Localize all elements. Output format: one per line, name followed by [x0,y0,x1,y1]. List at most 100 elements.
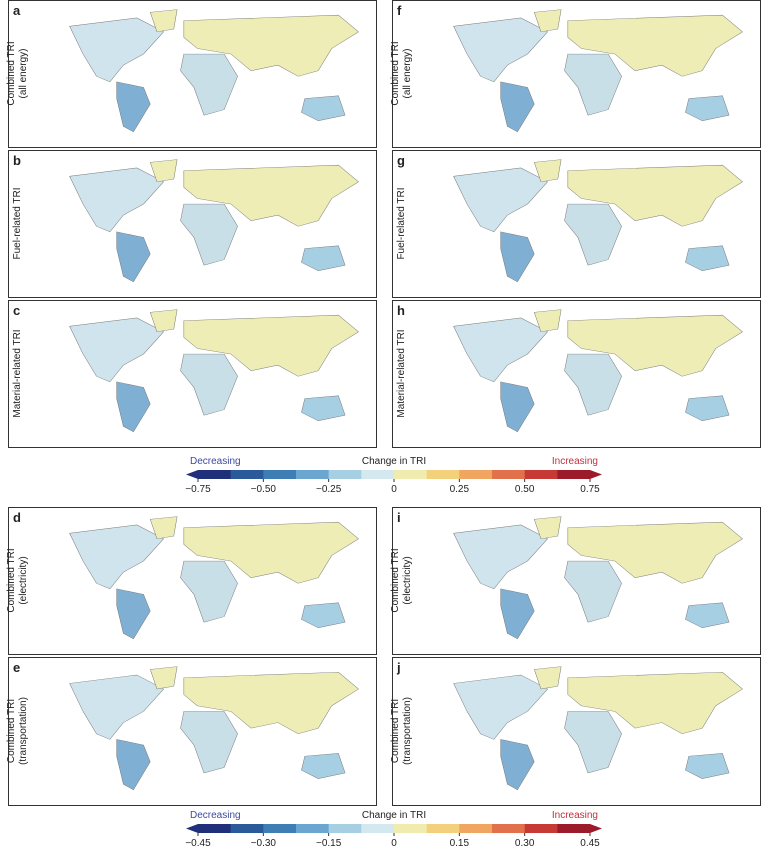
colorbar-segment [524,470,558,479]
panel-letter: a [13,3,21,18]
colorbar-segment [459,470,493,479]
panel-letter: b [13,153,21,168]
panel-frame [392,657,761,806]
colorbar-tick-label: −0.15 [316,838,342,848]
map-panel: g Fuel-related TRI [392,150,761,298]
panel-frame [392,300,761,448]
colorbar-tick-label: −0.25 [316,484,342,495]
map-shapes [69,516,359,640]
panel-frame [392,150,761,298]
colorbar-tick-label: 0.75 [580,484,600,495]
colorbar-segment [361,824,395,833]
colorbar-title: Change in TRI [362,456,426,467]
colorbar-tick-label: −0.45 [185,838,211,848]
colorbar-segment [492,824,525,833]
colorbar-tick-label: 0.25 [450,484,470,495]
panel-letter: d [13,510,21,525]
panel-y-label: Combined TRI [390,548,401,612]
colorbar-high-label: Increasing [552,456,598,467]
map-panel: h Material-related TRI [392,300,761,448]
map-panel: i Combined TRI (electricity) [390,507,761,655]
map-panel: j Combined TRI (transportation) [390,657,761,806]
colorbar-segment [557,824,591,833]
panel-y-label: (all energy) [402,48,413,98]
world-map [69,516,359,640]
world-map [69,9,359,133]
colorbar-tick-label: −0.75 [185,484,211,495]
colorbar-tick-label: 0.15 [450,838,470,848]
map-shapes [453,516,743,640]
panel-letter: i [397,510,401,525]
colorbar-segment [492,470,525,479]
colorbar-segment [198,824,231,833]
colorbar-low-label: Decreasing [190,456,241,467]
colorbar-segment [426,470,460,479]
colorbar-segment [198,470,231,479]
panel-y-label: Fuel-related TRI [396,187,407,259]
map-shapes [69,159,359,283]
colorbar-segment [328,824,362,833]
world-map [453,516,743,640]
panel-y-label: (electricity) [18,556,29,604]
world-map [69,666,359,791]
colorbar-tick-label: 0.30 [515,838,535,848]
panel-frame [8,150,377,298]
colorbar-segment [230,470,264,479]
map-panel: a Combined TRI (all energy) [6,0,377,148]
colorbar-low-label: Decreasing [190,810,241,821]
colorbar-segment [394,470,427,479]
colorbar-tick-label: 0.45 [580,838,600,848]
panel-frame [392,507,761,655]
map-shapes [453,666,743,791]
panel-letter: h [397,303,405,318]
colorbar-tick-label: 0 [391,838,397,848]
map-panel: c Material-related TRI [8,300,377,448]
map-shapes [453,159,743,283]
colorbar-segment [263,824,297,833]
map-shapes [453,309,743,433]
colorbar-extend-low [186,470,198,479]
colorbar-segment [426,824,460,833]
panel-y-label: (electricity) [402,556,413,604]
panel-frame [8,657,377,806]
panel-letter: e [13,660,20,675]
map-shapes [69,9,359,133]
map-panel: e Combined TRI (transportation) [6,657,377,806]
colorbar-segment [557,470,591,479]
colorbar-segment [296,470,329,479]
map-shapes [69,666,359,791]
map-panel: f Combined TRI (all energy) [390,0,761,148]
world-map [453,159,743,283]
panel-y-label: Combined TRI [6,41,17,105]
panel-y-label: Material-related TRI [12,329,23,417]
panel-y-label: Fuel-related TRI [12,187,23,259]
colorbar-tick-label: −0.30 [251,838,277,848]
map-shapes [69,309,359,433]
world-map [453,9,743,133]
panel-y-label: (transportation) [18,697,29,765]
colorbar-segment [524,824,558,833]
colorbar-title: Change in TRI [362,810,426,821]
panel-frame [8,300,377,448]
colorbar-segment [361,470,395,479]
colorbar-segment [459,824,493,833]
colorbar-segment [394,824,427,833]
colorbar-high-label: Increasing [552,810,598,821]
colorbar-tick-label: 0 [391,484,397,495]
panel-y-label: (all energy) [18,48,29,98]
panel-y-label: Combined TRI [390,699,401,763]
map-shapes [453,9,743,133]
colorbar-extend-high [590,824,602,833]
colorbar-tick-label: 0.50 [515,484,535,495]
panel-frame [392,0,761,148]
colorbar-segment [230,824,264,833]
colorbar-segment [328,470,362,479]
panel-y-label: (transportation) [402,697,413,765]
panel-letter: g [397,153,405,168]
colorbar-segment [296,824,329,833]
map-panel: b Fuel-related TRI [8,150,377,298]
world-map [69,159,359,283]
panel-frame [8,0,377,148]
